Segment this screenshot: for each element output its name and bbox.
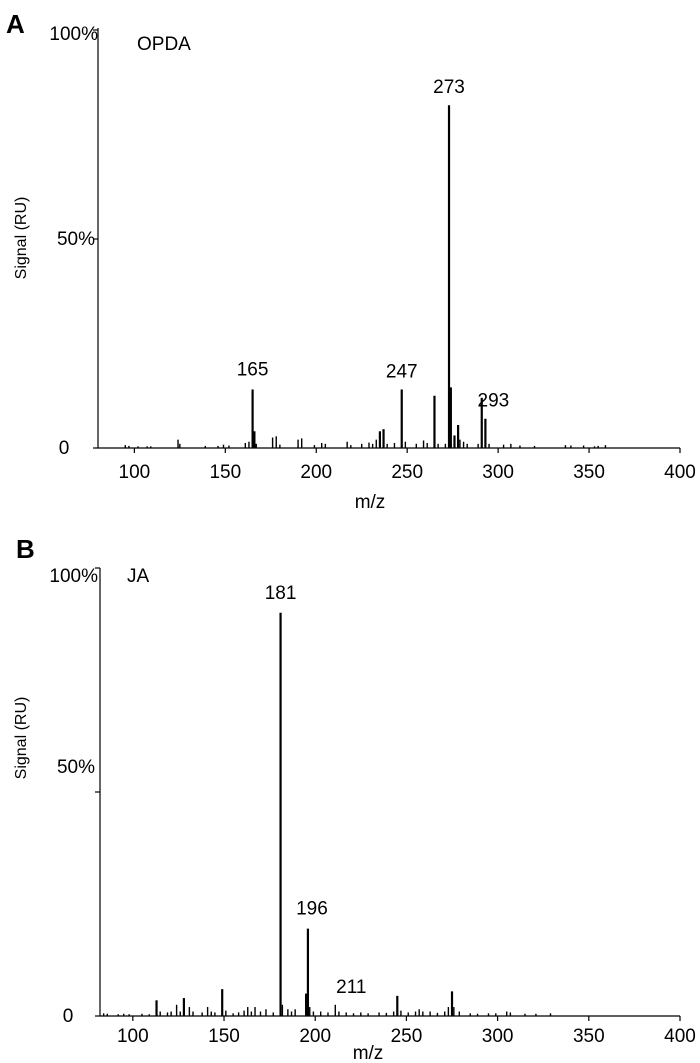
panel-a-y-ticks [93,29,98,449]
panel-a-peak-label-247: 247 [386,361,418,382]
panel-b-xtick-label-400: 400 [664,1026,696,1047]
panel-a-peak-labels: 165 247 273 293 [237,77,510,412]
panel-b: B JA 100% 50% 0 100 150 200 250 300 350 400 Si… [13,534,696,1063]
panel-a-x-ticks [133,448,681,453]
panel-b-ytick-label-100: 100% [49,566,98,587]
panel-b-compound-label: JA [127,566,150,587]
panel-a-peaks [124,105,607,448]
panel-a-xtick-label-300: 300 [482,462,514,483]
panel-a-ytick-label-0: 0 [59,438,70,459]
panel-b-y-axis-title: Signal (RU) [13,697,30,780]
panel-a-xtick-label-250: 250 [391,462,423,483]
panel-b-xtick-label-350: 350 [573,1026,605,1047]
panel-b-peak-label-196: 196 [296,899,328,920]
panel-b-letter: B [16,534,35,564]
panel-b-xtick-label-200: 200 [299,1026,331,1047]
panel-a-xtick-label-200: 200 [300,462,332,483]
panel-a-x-tick-labels: 100 150 200 250 300 350 400 [119,462,696,483]
panel-b-xtick-label-150: 150 [208,1026,240,1047]
panel-a-peak-label-293: 293 [478,391,510,412]
panel-a-xtick-label-400: 400 [664,462,696,483]
panel-a-xtick-label-150: 150 [209,462,241,483]
panel-a-letter: A [6,9,25,39]
panel-a-ytick-label-100: 100% [49,24,98,45]
panel-a-xtick-label-100: 100 [119,462,151,483]
panel-b-peak-label-181: 181 [265,583,297,604]
panel-b-peaks [102,612,552,1016]
panel-a-peak-label-273: 273 [433,77,465,98]
panel-a-ytick-label-50: 50% [57,229,95,250]
panel-a-xtick-label-350: 350 [573,462,605,483]
panel-a-x-axis-title: m/z [355,492,386,513]
panel-b-x-ticks [132,1016,681,1021]
panel-a: A OPDA 100% 50% 0 100 150 200 250 300 350 400 … [6,9,696,513]
panel-b-ytick-label-50: 50% [57,757,95,778]
panel-b-xtick-label-300: 300 [482,1026,514,1047]
panel-a-compound-label: OPDA [137,34,191,55]
panel-b-xtick-label-100: 100 [117,1026,149,1047]
panel-a-y-axis-title: Signal (RU) [13,197,30,280]
panel-b-ytick-label-0: 0 [63,1006,74,1027]
panel-b-x-tick-labels: 100 150 200 250 300 350 400 [117,1026,696,1047]
panel-b-peak-labels: 181 196 211 [265,583,367,998]
panel-b-y-ticks [95,567,100,1017]
panel-a-peak-label-165: 165 [237,359,269,380]
panel-b-xtick-label-250: 250 [391,1026,423,1047]
panel-b-peak-label-211: 211 [336,977,366,998]
panel-b-x-axis-title: m/z [353,1043,384,1063]
